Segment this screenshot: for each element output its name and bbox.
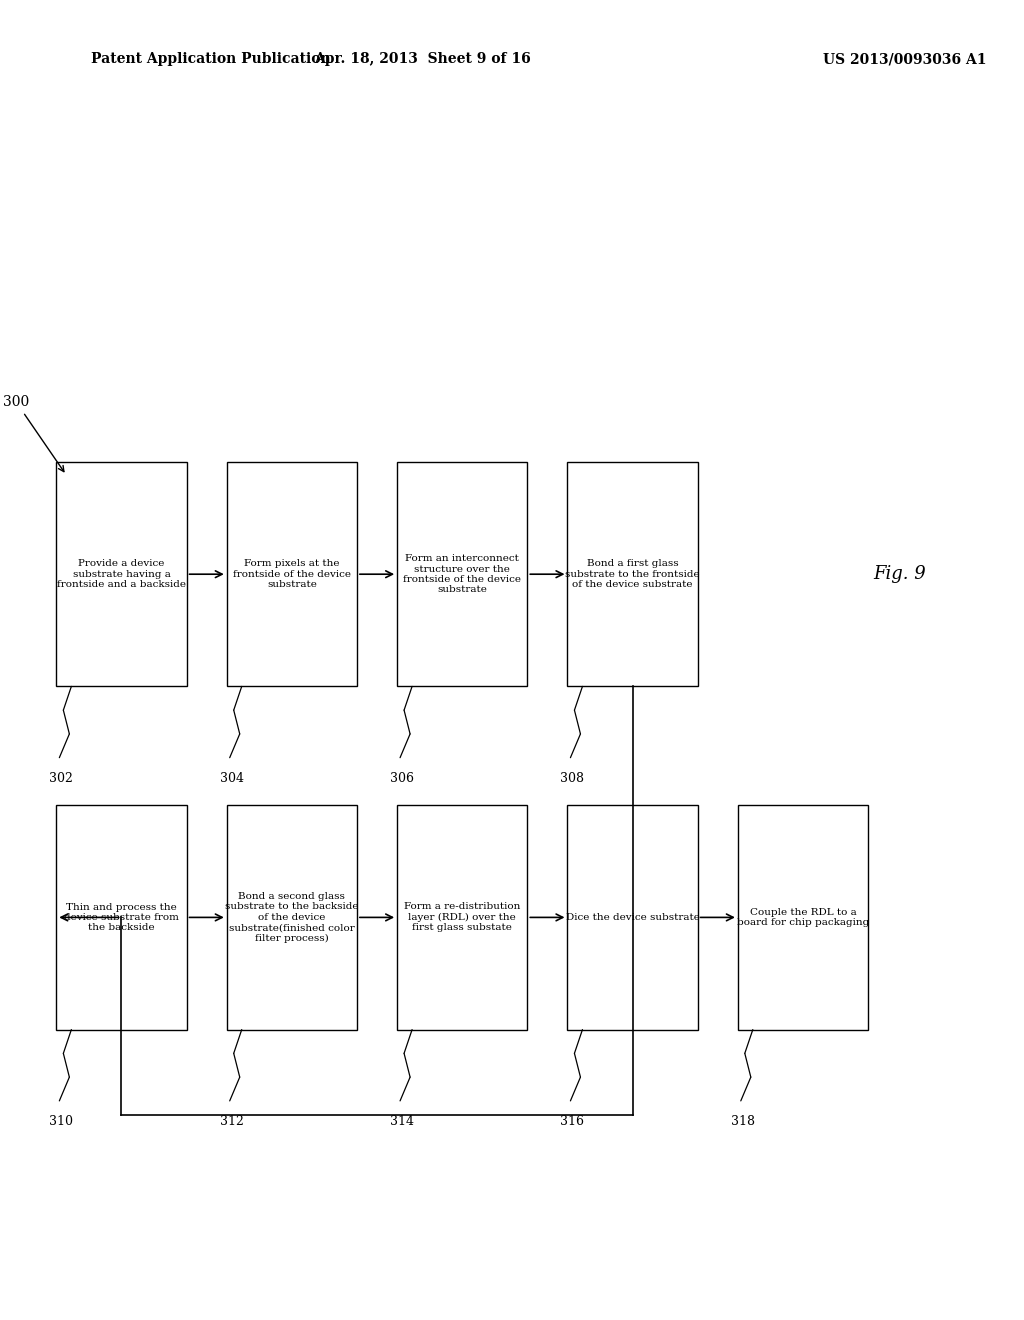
Text: 304: 304 (220, 772, 244, 785)
Text: Thin and process the
device substrate from
the backside: Thin and process the device substrate fr… (65, 903, 179, 932)
FancyBboxPatch shape (567, 462, 697, 686)
Text: Couple the RDL to a
board for chip packaging: Couple the RDL to a board for chip packa… (737, 908, 869, 927)
FancyBboxPatch shape (56, 805, 186, 1030)
Text: Form a re-distribution
layer (RDL) over the
first glass substate: Form a re-distribution layer (RDL) over … (404, 903, 520, 932)
Text: Dice the device substrate: Dice the device substrate (565, 913, 699, 921)
FancyBboxPatch shape (226, 462, 357, 686)
Text: US 2013/0093036 A1: US 2013/0093036 A1 (823, 53, 986, 66)
Text: 318: 318 (731, 1115, 755, 1129)
Text: Provide a device
substrate having a
frontside and a backside: Provide a device substrate having a fron… (57, 560, 186, 589)
Text: 312: 312 (220, 1115, 244, 1129)
FancyBboxPatch shape (56, 462, 186, 686)
Text: Bond a second glass
substrate to the backside
of the device
substrate(finished c: Bond a second glass substrate to the bac… (225, 892, 358, 942)
Text: 300: 300 (3, 395, 63, 471)
Text: 306: 306 (390, 772, 414, 785)
FancyBboxPatch shape (737, 805, 868, 1030)
Text: 310: 310 (49, 1115, 74, 1129)
Text: 302: 302 (49, 772, 74, 785)
Text: Form an interconnect
structure over the
frontside of the device
substrate: Form an interconnect structure over the … (403, 554, 521, 594)
Text: 308: 308 (560, 772, 585, 785)
Text: Bond a first glass
substrate to the frontside
of the device substrate: Bond a first glass substrate to the fron… (565, 560, 699, 589)
Text: Fig. 9: Fig. 9 (873, 565, 926, 583)
Text: 314: 314 (390, 1115, 414, 1129)
Text: Patent Application Publication: Patent Application Publication (91, 53, 331, 66)
FancyBboxPatch shape (226, 805, 357, 1030)
Text: Form pixels at the
frontside of the device
substrate: Form pixels at the frontside of the devi… (232, 560, 351, 589)
FancyBboxPatch shape (397, 805, 527, 1030)
Text: 316: 316 (560, 1115, 585, 1129)
Text: Apr. 18, 2013  Sheet 9 of 16: Apr. 18, 2013 Sheet 9 of 16 (313, 53, 530, 66)
FancyBboxPatch shape (397, 462, 527, 686)
FancyBboxPatch shape (567, 805, 697, 1030)
